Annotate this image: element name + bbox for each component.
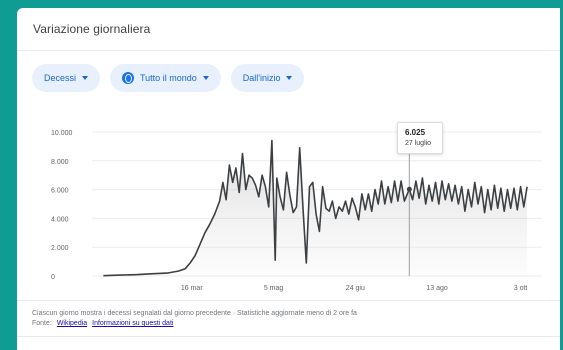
metric-filter-chip[interactable]: Decessi bbox=[32, 64, 101, 92]
chevron-down-icon bbox=[82, 76, 89, 80]
source-label: Fonte: bbox=[32, 320, 52, 327]
y-tick-label: 4.000 bbox=[51, 216, 69, 223]
metric-filter-label: Decessi bbox=[44, 73, 77, 83]
daily-deaths-chart[interactable]: 0 2.000 4.000 6.000 8.000 10.000 16 mar 5 mag 24… bbox=[17, 108, 560, 298]
y-tick-label: 6.000 bbox=[51, 188, 69, 195]
chevron-down-icon bbox=[202, 76, 209, 80]
filter-chips: Decessi Tutto il mondo Dall'inizio bbox=[32, 64, 305, 92]
y-tick-label: 8.000 bbox=[51, 159, 69, 166]
y-tick-label: 0 bbox=[51, 274, 55, 281]
chevron-down-icon bbox=[286, 76, 293, 80]
bottom-divider bbox=[17, 336, 560, 337]
series-line bbox=[103, 139, 528, 277]
x-tick-label: 13 ago bbox=[426, 285, 448, 292]
source-link[interactable]: Wikipedia bbox=[56, 320, 88, 327]
x-tick-label: 16 mar bbox=[181, 285, 203, 292]
chart-tooltip: 6.025 27 luglio bbox=[397, 122, 443, 154]
period-filter-chip[interactable]: Dall'inizio bbox=[230, 64, 305, 92]
tooltip-value: 6.025 bbox=[405, 128, 426, 137]
x-tick-label: 3 ott bbox=[514, 285, 528, 292]
region-filter-label: Tutto il mondo bbox=[140, 73, 197, 83]
x-tick-label: 5 mag bbox=[264, 285, 284, 292]
x-tick-label: 24 giu bbox=[346, 285, 365, 292]
card-title: Variazione giornaliera bbox=[33, 22, 151, 36]
highlight-point bbox=[406, 186, 412, 192]
y-tick-label: 2.000 bbox=[51, 245, 69, 252]
period-filter-label: Dall'inizio bbox=[242, 73, 281, 83]
chart-footnote: Ciascun giorno mostra i decessi segnalat… bbox=[32, 309, 547, 329]
globe-icon bbox=[122, 72, 135, 84]
region-filter-chip[interactable]: Tutto il mondo bbox=[110, 64, 221, 92]
tooltip-date: 27 luglio bbox=[405, 140, 432, 147]
about-data-link[interactable]: Informazioni su questi dati bbox=[92, 320, 174, 327]
y-tick-label: 10.000 bbox=[51, 130, 73, 137]
header-divider bbox=[17, 50, 560, 51]
footnote-text: Ciascun giorno mostra i decessi segnalat… bbox=[32, 310, 357, 317]
footer-divider bbox=[17, 300, 560, 301]
daily-variation-card: Variazione giornaliera Decessi Tutto il … bbox=[17, 8, 560, 350]
